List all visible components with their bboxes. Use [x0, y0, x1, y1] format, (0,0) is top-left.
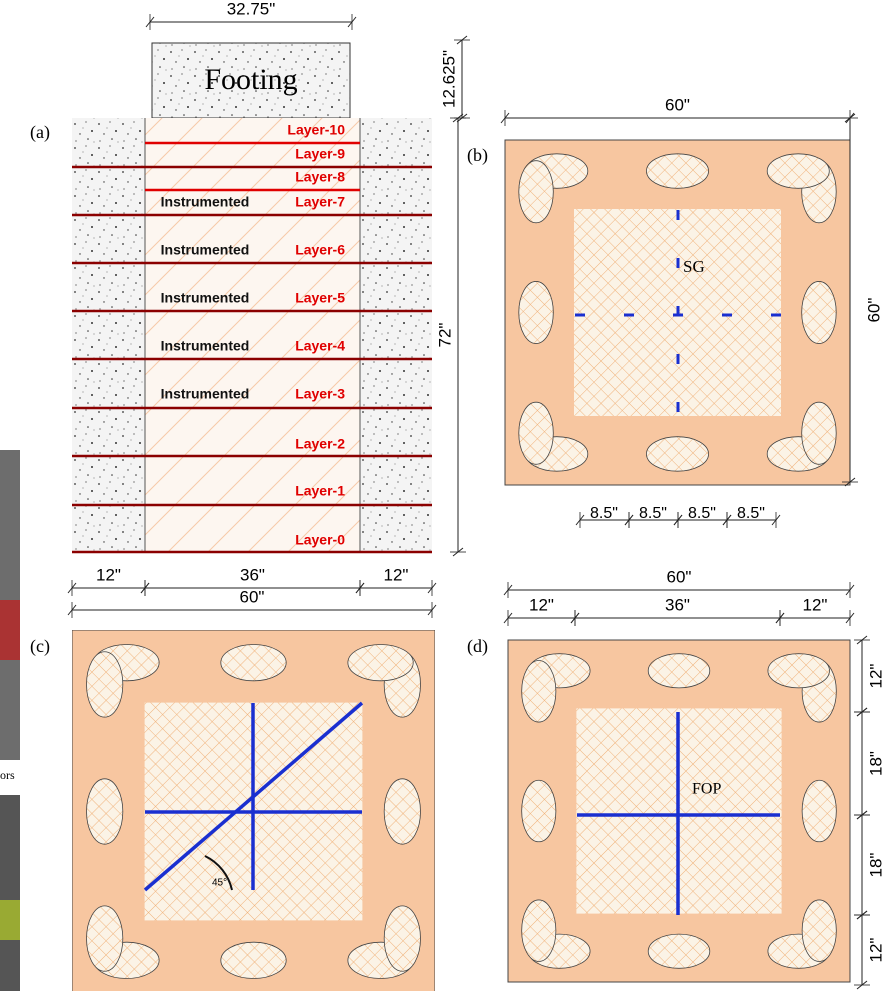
- side-block: [360, 118, 432, 552]
- block-cavity: [802, 780, 836, 842]
- block-cavity: [768, 654, 830, 688]
- dimension-label: 12.625": [439, 50, 458, 108]
- dimension-label: 18": [866, 751, 884, 776]
- panel-label: (c): [30, 636, 50, 657]
- dimension-label: 60": [665, 95, 690, 114]
- block-cavity: [87, 652, 123, 717]
- layer-label: Layer-2: [295, 436, 345, 452]
- dimension-label: 8.5": [639, 505, 667, 522]
- block-cavity: [646, 154, 708, 189]
- dimension-label: 36": [240, 565, 265, 584]
- dimension-label: 12": [529, 595, 554, 614]
- dimension-label: 32.75": [227, 0, 276, 18]
- layer-note: Instrumented: [161, 338, 250, 354]
- block-cavity: [648, 654, 710, 688]
- block-cavity: [87, 779, 123, 844]
- dimension-label: 36": [665, 595, 690, 614]
- dimension-label: 8.5": [590, 505, 618, 522]
- sensor-label: SG: [683, 257, 705, 276]
- dimension-label: 72": [435, 323, 454, 348]
- block-cavity: [802, 281, 837, 343]
- photo-strip: [0, 450, 20, 991]
- layer-label: Layer-10: [287, 122, 345, 138]
- layer-label: Layer-8: [295, 169, 345, 185]
- layer-label: Layer-6: [295, 242, 345, 258]
- layer-note: Instrumented: [161, 194, 250, 210]
- dimension-label: 60": [667, 567, 692, 586]
- dimension-label: 12": [866, 664, 884, 689]
- layer-note: Instrumented: [161, 290, 250, 306]
- dimension-label: 60": [240, 587, 265, 606]
- block-cavity: [221, 942, 286, 978]
- layer-label: Layer-1: [295, 483, 345, 499]
- layer-label: Layer-4: [295, 338, 345, 354]
- side-block: [72, 118, 145, 552]
- block-cavity: [767, 154, 829, 189]
- block-cavity: [221, 645, 286, 681]
- layer-label: Layer-7: [295, 194, 345, 210]
- block-cavity: [87, 906, 123, 971]
- block-cavity: [519, 402, 554, 464]
- block-cavity: [648, 934, 710, 968]
- photo-caption: ors: [0, 768, 15, 782]
- block-cavity: [384, 779, 420, 844]
- dimension-label: 18": [866, 853, 884, 878]
- block-cavity: [522, 661, 556, 723]
- panel-label: (d): [467, 636, 488, 657]
- footing-label: Footing: [204, 63, 297, 96]
- layer-label: Layer-0: [295, 532, 345, 548]
- figure: ors (a) (b) (c) (d) Footing 32.75" 12.625"…: [0, 0, 884, 991]
- panel-label: (a): [30, 122, 50, 143]
- block-cavity: [522, 780, 556, 842]
- sensor-label: FOP: [692, 781, 721, 798]
- block-cavity: [519, 161, 554, 223]
- dimension-label: 12": [803, 595, 828, 614]
- block-cavity: [384, 906, 420, 971]
- block-cavity: [802, 900, 836, 962]
- dimension-label: 60": [864, 298, 883, 323]
- block-cavity: [522, 900, 556, 962]
- block-cavity: [646, 437, 708, 472]
- layer-label: Layer-9: [295, 146, 345, 162]
- dimension-label: 8.5": [737, 505, 765, 522]
- block-cavity: [519, 281, 554, 343]
- angle-label: 45°: [212, 878, 227, 889]
- dimension-label: 12": [384, 565, 409, 584]
- block-cavity: [802, 402, 837, 464]
- dimension-label: 12": [96, 565, 121, 584]
- layer-note: Instrumented: [161, 242, 250, 258]
- block-cavity: [348, 645, 413, 681]
- layer-note: Instrumented: [161, 386, 250, 402]
- layer-label: Layer-5: [295, 290, 345, 306]
- layer-label: Layer-3: [295, 386, 345, 402]
- dimension-label: 8.5": [688, 505, 716, 522]
- dimension-label: 12": [866, 938, 884, 963]
- panel-label: (b): [467, 145, 488, 166]
